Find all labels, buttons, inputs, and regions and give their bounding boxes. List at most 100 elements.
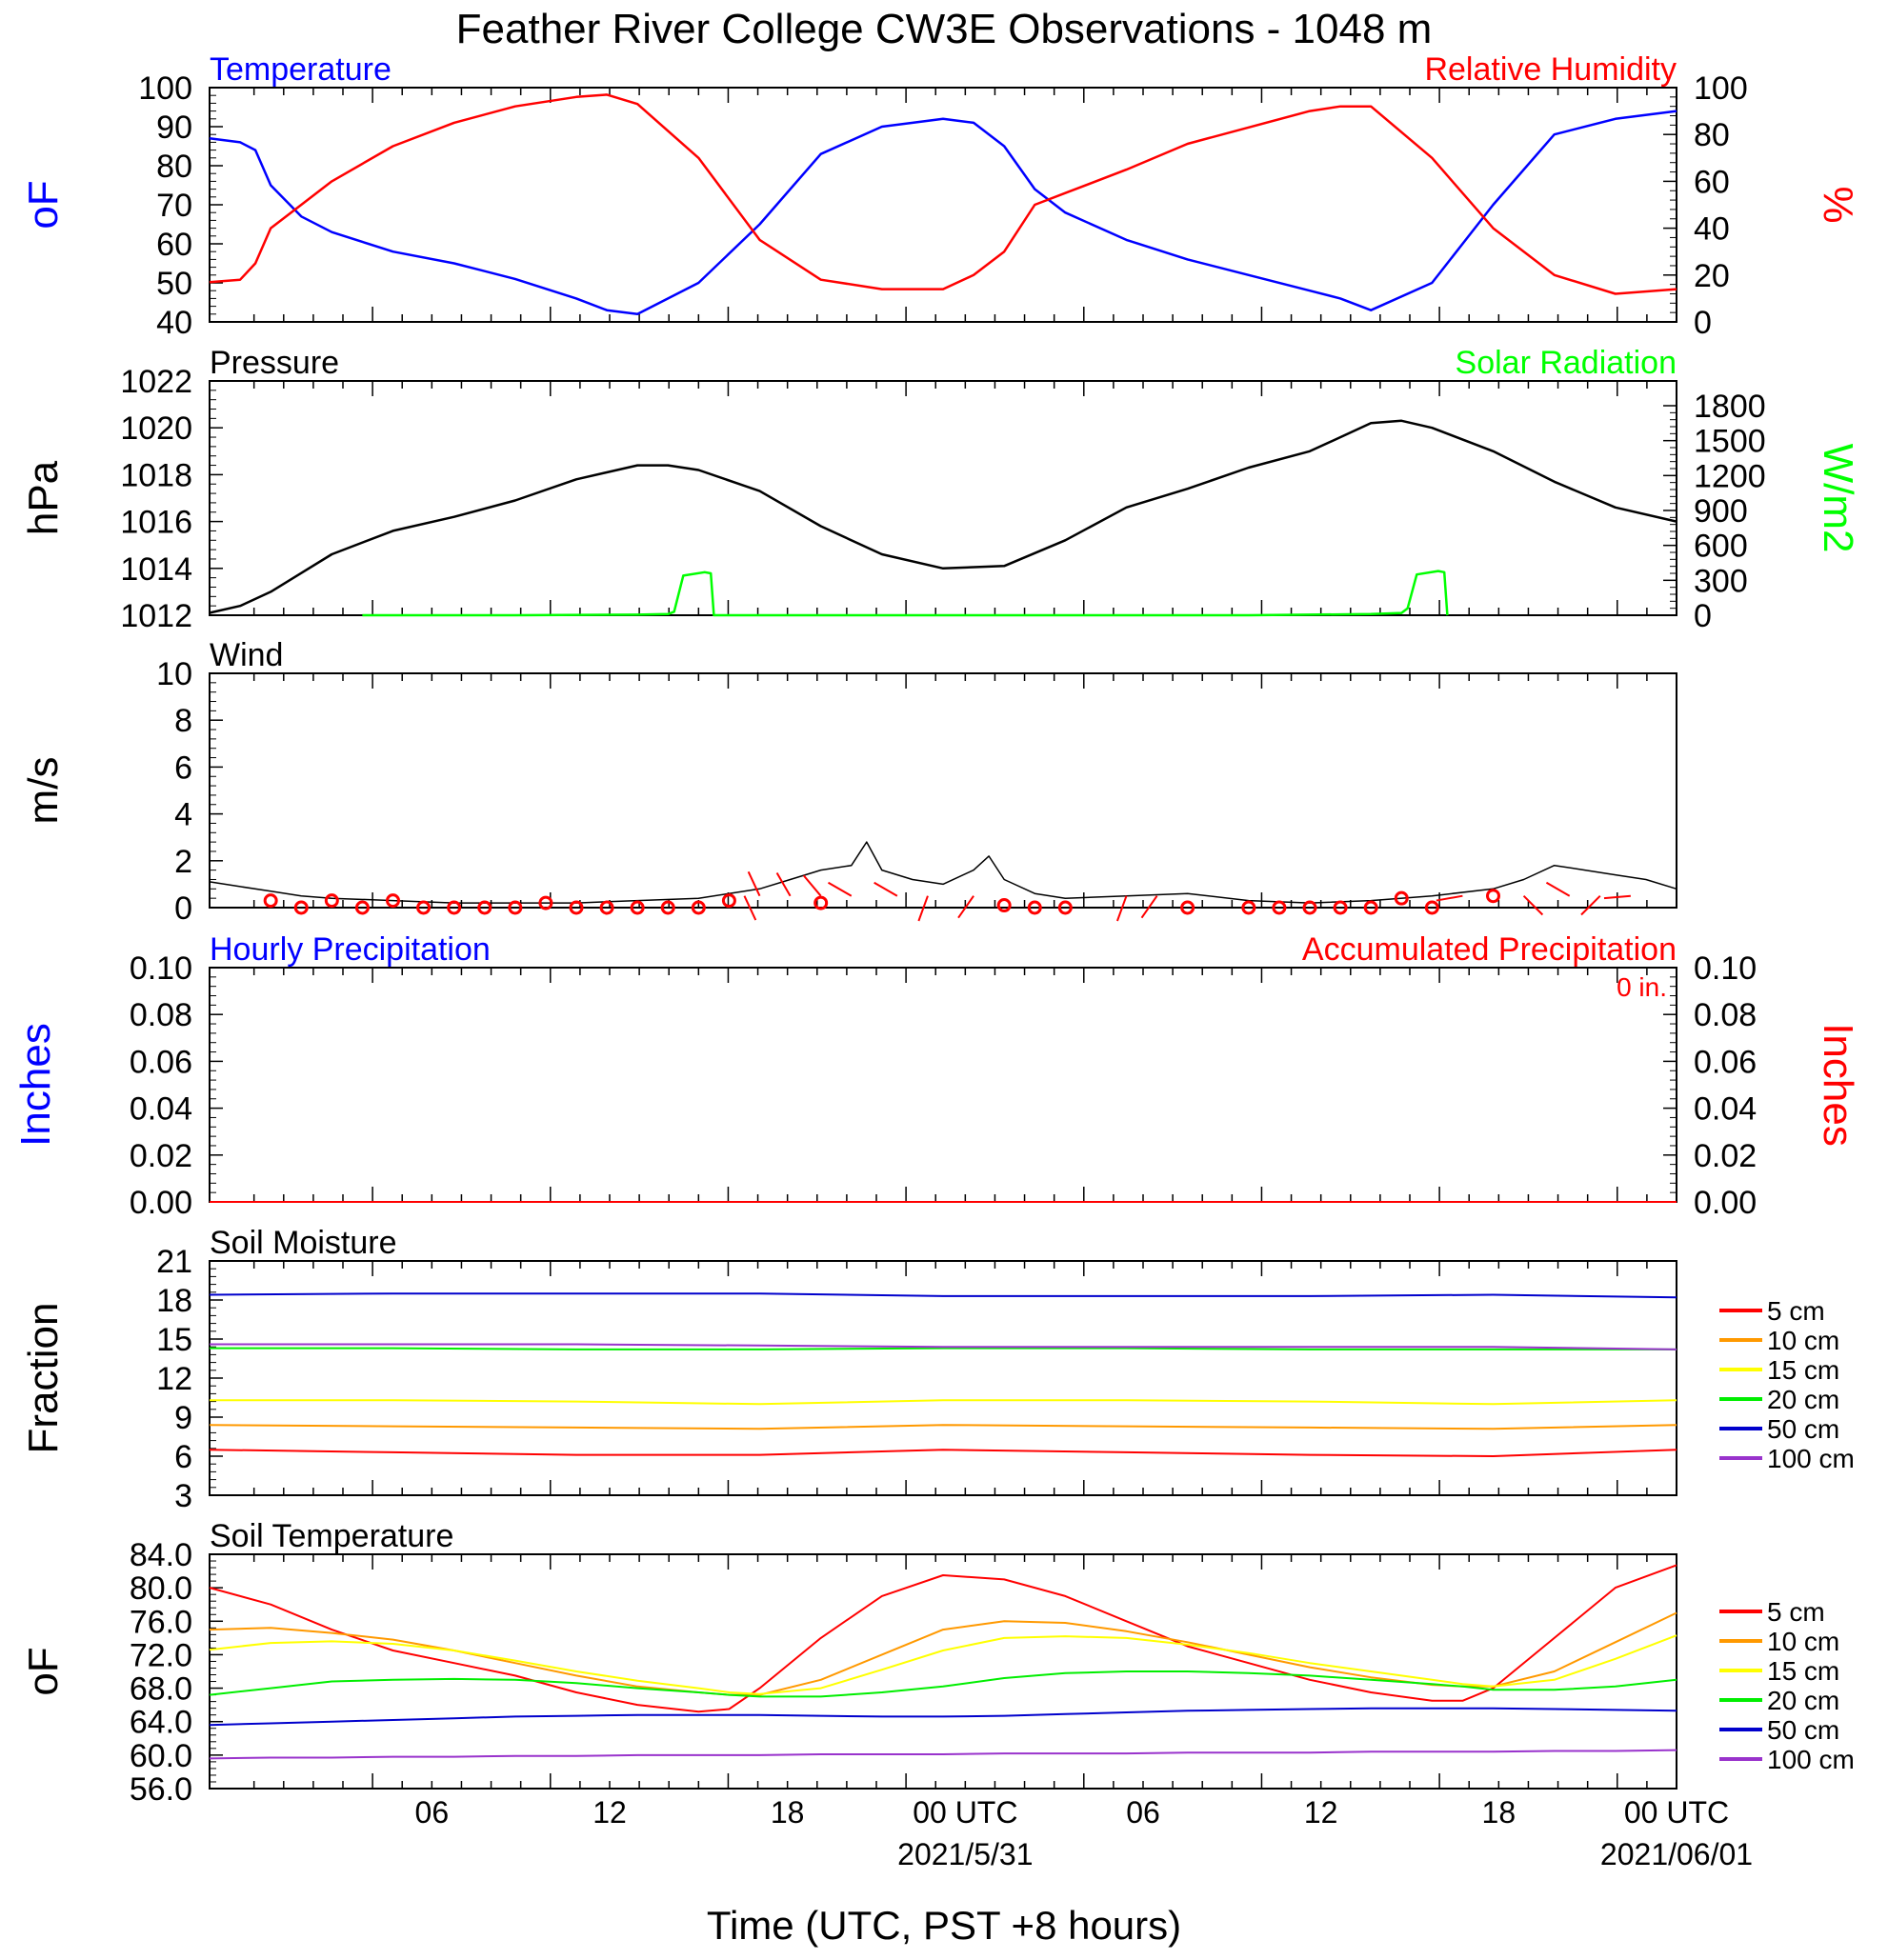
y-axis-label-left: oF: [20, 1647, 67, 1695]
y-tick-label: 0.00: [130, 1185, 192, 1221]
panel-title-left: Temperature: [210, 51, 392, 88]
depth-line-50cm: [209, 1292, 1677, 1299]
wind-barb: [1580, 894, 1601, 916]
y-axis-label-right: W/m2: [1815, 444, 1861, 553]
panel-frame: [209, 87, 1677, 323]
y-tick-label: 0: [1694, 598, 1712, 634]
x-tick-label: 06: [415, 1795, 450, 1830]
panel-4: Hourly Precipitation Accumulated Precipit…: [12, 931, 1861, 1221]
calm-wind-marker: [447, 900, 462, 915]
y-tick-label: 1020: [120, 410, 192, 447]
y-tick-label: 0.06: [130, 1044, 192, 1080]
y-tick-label: 90: [156, 110, 192, 146]
wind-barb: [828, 881, 853, 897]
y-tick-label: 0.10: [1694, 950, 1757, 987]
y-tick-label: 0.06: [1694, 1044, 1757, 1080]
y-axis-label-left: m/s: [20, 757, 67, 825]
calm-wind-marker: [813, 895, 829, 910]
y-tick-label: 1018: [120, 457, 192, 493]
calm-wind-marker: [721, 893, 736, 909]
x-tick-label: 12: [1304, 1795, 1338, 1830]
y-tick-label: 0.02: [130, 1138, 192, 1174]
solar-radiation-line: [362, 570, 1449, 617]
x-tick-label: 00 UTC: [913, 1795, 1017, 1830]
depth-line-100cm: [210, 1343, 1677, 1350]
y-tick-label: 20: [1694, 258, 1730, 294]
y-tick-label: 0: [174, 890, 192, 927]
calm-wind-marker: [1333, 900, 1348, 915]
calm-wind-marker: [538, 895, 553, 910]
legend-label: 15 cm: [1767, 1355, 1839, 1385]
y-tick-label: 84.0: [130, 1537, 192, 1573]
y-axis-label-left: Inches: [12, 1023, 59, 1147]
wind-barb: [747, 870, 761, 897]
x-tick-label: 00 UTC: [1624, 1795, 1729, 1830]
y-tick-label: 1014: [120, 551, 192, 588]
legend-label: 100 cm: [1767, 1745, 1855, 1774]
panel-title-left: Soil Moisture: [210, 1225, 397, 1261]
y-tick-label: 60: [156, 227, 192, 263]
panel-frame: [209, 380, 1677, 616]
legend-label: 5 cm: [1767, 1296, 1825, 1326]
calm-wind-marker: [1057, 900, 1073, 915]
wind-barb: [1603, 894, 1631, 900]
y-tick-label: 64.0: [130, 1705, 192, 1741]
y-tick-label: 2: [174, 844, 192, 880]
legend-label: 50 cm: [1767, 1414, 1839, 1444]
calm-wind-marker: [996, 898, 1012, 913]
y-tick-label: 1022: [120, 364, 192, 400]
y-axis-label-left: hPa: [20, 460, 67, 535]
panel-2: Pressure Solar Radiation 1022 1020 1018 1016 1…: [20, 345, 1861, 634]
y-tick-label: 3: [174, 1478, 192, 1514]
y-tick-label: 21: [156, 1244, 192, 1280]
wind-speed-line: [209, 841, 1677, 904]
y-tick-label: 0: [1694, 305, 1712, 341]
y-tick-label: 76.0: [130, 1604, 192, 1640]
panel-title-right: Accumulated Precipitation: [1302, 931, 1677, 968]
wind-barb: [957, 895, 974, 919]
panel-title-left: Pressure: [210, 345, 339, 381]
calm-wind-marker: [1486, 889, 1500, 904]
y-tick-label: 9: [174, 1400, 192, 1436]
wind-barb: [743, 895, 757, 921]
panel-title-left: Soil Temperature: [210, 1518, 453, 1554]
calm-wind-marker: [599, 900, 614, 915]
x-tick-label: 18: [771, 1795, 805, 1830]
panel-title-right: Solar Radiation: [1456, 345, 1677, 381]
humidity-line: [209, 93, 1677, 295]
y-tick-label: 1012: [120, 598, 192, 634]
calm-wind-marker: [1363, 900, 1378, 915]
legend-label: 100 cm: [1767, 1444, 1855, 1473]
y-tick-label: 0.10: [130, 950, 192, 987]
y-tick-label: 6: [174, 1439, 192, 1475]
y-tick-label: 0.08: [130, 997, 192, 1033]
y-axis-label-right: Inches: [1815, 1023, 1861, 1147]
y-tick-label: 300: [1694, 563, 1748, 599]
x-date-label: 2021/06/01: [1600, 1837, 1753, 1871]
x-tick-label: 06: [1126, 1795, 1160, 1830]
wind-barb: [1140, 895, 1158, 919]
y-tick-label: 80: [156, 149, 192, 185]
y-tick-label: 68.0: [130, 1671, 192, 1708]
calm-wind-marker: [293, 900, 309, 915]
y-tick-label: 600: [1694, 529, 1748, 565]
legend-label: 20 cm: [1767, 1686, 1839, 1715]
wind-barb: [1436, 894, 1463, 902]
wind-barb: [775, 871, 792, 897]
calm-wind-marker: [1241, 900, 1256, 915]
y-axis-label-left: Fraction: [20, 1303, 67, 1454]
y-tick-label: 10: [156, 656, 192, 692]
y-tick-label: 18: [156, 1283, 192, 1319]
x-tick-label: 12: [593, 1795, 627, 1830]
wind-barb: [1545, 881, 1571, 897]
legend-label: 20 cm: [1767, 1385, 1839, 1414]
wind-barb: [874, 881, 898, 897]
legend-label: 10 cm: [1767, 1627, 1839, 1656]
figure-title: Feather River College CW3E Observations …: [456, 6, 1433, 52]
calm-wind-marker: [416, 900, 432, 915]
y-tick-label: 80: [1694, 117, 1730, 153]
depth-line-5cm: [209, 1564, 1677, 1713]
y-tick-label: 6: [174, 750, 192, 786]
calm-wind-marker: [1027, 900, 1042, 915]
